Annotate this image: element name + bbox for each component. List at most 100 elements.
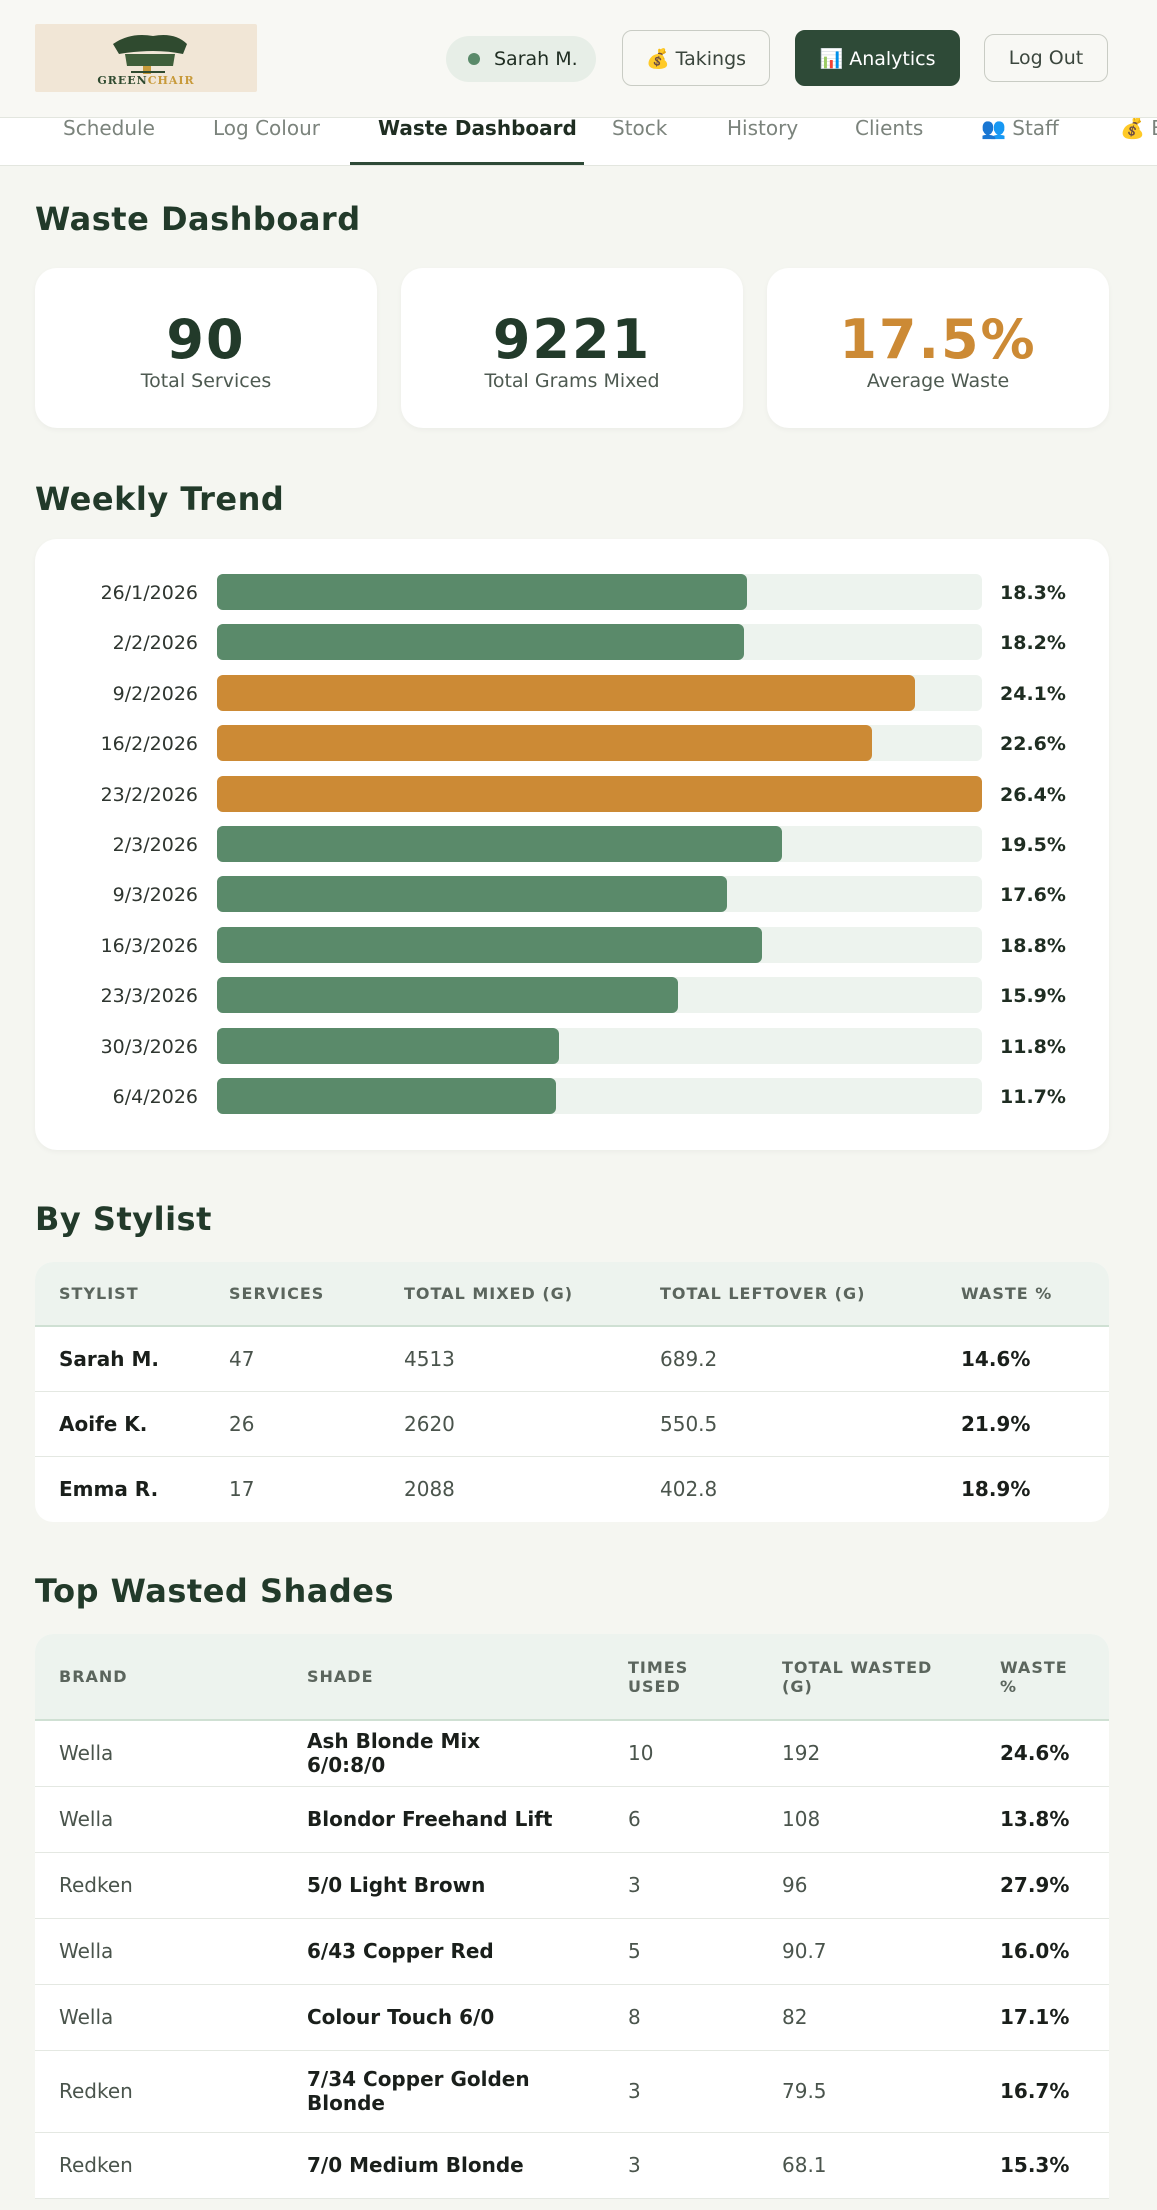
waste-percent: 16.0% — [976, 1918, 1109, 1985]
stylist-table: STYLIST SERVICES TOTAL MIXED (G) TOTAL L… — [35, 1262, 1109, 1522]
total-wasted: 192 — [758, 1720, 976, 1787]
trend-value-label: 18.8% — [1000, 934, 1066, 957]
shades-table-body: Wella Ash Blonde Mix 6/0:8/0 10 192 24.6% Wel… — [35, 1720, 1109, 2199]
column-header[interactable]: TOTAL LEFTOVER (G) — [636, 1262, 937, 1327]
times-used: 8 — [604, 1984, 758, 2051]
trend-bar — [217, 574, 748, 610]
trend-value-label: 18.3% — [1000, 582, 1066, 604]
trend-bar-track — [217, 624, 982, 661]
waste-percent: 21.9% — [937, 1391, 1109, 1457]
column-header[interactable]: BRAND — [35, 1634, 283, 1721]
table-row[interactable]: Redken 7/0 Medium Blonde 3 68.1 15.3% — [35, 2132, 1109, 2199]
total-wasted: 108 — [758, 1786, 976, 1853]
user-name: Sarah M. — [494, 48, 578, 70]
brand: Redken — [35, 1852, 283, 1919]
total-wasted: 79.5 — [758, 2050, 976, 2133]
trend-bar-track — [217, 775, 982, 812]
column-header[interactable]: TIMES USED — [604, 1634, 758, 1721]
takings-button[interactable]: 💰 Takings — [622, 30, 770, 86]
brand: Redken — [35, 2132, 283, 2199]
user-badge: Sarah M. — [446, 36, 596, 82]
trend-row: 2/2/2026 18.2% — [35, 624, 1109, 661]
table-row[interactable]: Redken 7/34 Copper Golden Blonde 3 79.5 16.7… — [35, 2050, 1109, 2133]
table-row[interactable]: Emma R. 17 2088 402.8 18.9% — [35, 1456, 1109, 1522]
trend-value-label: 19.5% — [1000, 834, 1066, 856]
table-row[interactable]: Wella Colour Touch 6/0 8 82 17.1% — [35, 1984, 1109, 2051]
stat-label: Total Grams Mixed — [484, 370, 660, 392]
trend-bar — [217, 977, 678, 1014]
shade-name: 7/34 Copper Golden Blonde — [283, 2050, 604, 2133]
by-stylist-title: By Stylist — [35, 1200, 212, 1238]
trend-bar-track — [217, 1078, 982, 1114]
table-row[interactable]: Wella Blondor Freehand Lift 6 108 13.8% — [35, 1786, 1109, 1853]
trend-row: 30/3/2026 11.8% — [35, 1027, 1109, 1064]
trend-date-label: 16/2/2026 — [100, 733, 198, 756]
trend-bar — [217, 725, 872, 762]
waste-percent: 16.7% — [976, 2050, 1109, 2133]
times-used: 5 — [604, 1918, 758, 1985]
trend-bar-track — [217, 876, 982, 913]
shade-name: 7/0 Medium Blonde — [283, 2132, 604, 2199]
trend-bar — [217, 674, 916, 711]
times-used: 3 — [604, 2050, 758, 2133]
waste-percent: 15.3% — [976, 2132, 1109, 2199]
times-used: 3 — [604, 2132, 758, 2199]
column-header[interactable]: SERVICES — [205, 1262, 380, 1327]
nav-tabs: Schedule Log Colour Waste Dashboard Stoc… — [0, 118, 1157, 166]
trend-row: 23/2/2026 26.4% — [35, 775, 1109, 812]
shade-name: 6/43 Copper Red — [283, 1918, 604, 1985]
table-row[interactable]: Redken 5/0 Light Brown 3 96 27.9% — [35, 1852, 1109, 1919]
table-row[interactable]: Aoife K. 26 2620 550.5 21.9% — [35, 1391, 1109, 1457]
stat-label: Average Waste — [866, 370, 1010, 392]
waste-percent: 13.8% — [976, 1786, 1109, 1853]
total-mixed: 4513 — [380, 1326, 636, 1392]
brand: Wella — [35, 1720, 283, 1787]
brand: Wella — [35, 1786, 283, 1853]
trend-row: 16/3/2026 18.8% — [35, 926, 1109, 963]
logout-button[interactable]: Log Out — [984, 34, 1108, 82]
column-header[interactable]: WASTE % — [937, 1262, 1109, 1327]
column-header[interactable]: TOTAL MIXED (G) — [380, 1262, 636, 1327]
stat-card-total-grams: 9221 Total Grams Mixed — [401, 268, 743, 428]
trend-value-label: 24.1% — [1000, 682, 1066, 705]
logo[interactable]: GREENCHAIR — [35, 24, 257, 92]
analytics-button[interactable]: 📊 Analytics — [795, 30, 960, 86]
services-count: 26 — [205, 1391, 380, 1457]
table-row[interactable]: Wella Ash Blonde Mix 6/0:8/0 10 192 24.6% — [35, 1720, 1109, 1787]
services-count: 17 — [229, 1477, 255, 1502]
total-wasted: 96 — [758, 1852, 976, 1919]
services-count: 47 — [205, 1326, 380, 1392]
total-mixed: 2088 — [404, 1477, 455, 1502]
chair-logo-icon — [113, 35, 187, 74]
times-used: 6 — [604, 1786, 758, 1853]
brand: Redken — [35, 2050, 283, 2133]
stat-value: 9221 — [492, 308, 652, 371]
waste-percent: 18.9% — [961, 1477, 1031, 1502]
trend-bar — [217, 926, 762, 963]
trend-bar-track — [217, 826, 982, 862]
column-header[interactable]: SHADE — [283, 1634, 604, 1721]
times-used: 3 — [604, 1852, 758, 1919]
trend-bar — [217, 826, 783, 862]
table-header-row: STYLIST SERVICES TOTAL MIXED (G) TOTAL L… — [35, 1262, 1109, 1327]
trend-value-label: 17.6% — [1000, 884, 1066, 907]
column-header[interactable]: TOTAL WASTED (G) — [758, 1634, 976, 1721]
shade-name: Blondor Freehand Lift — [283, 1786, 604, 1853]
trend-value-label: 26.4% — [1000, 783, 1066, 806]
column-header[interactable]: WASTE % — [976, 1634, 1109, 1721]
total-wasted: 68.1 — [758, 2132, 976, 2199]
stat-card-average-waste: 17.5% Average Waste — [767, 268, 1109, 428]
trend-date-label: 16/3/2026 — [100, 934, 198, 957]
stat-value: 17.5% — [839, 308, 1037, 371]
trend-bar — [217, 1027, 559, 1064]
stylist-name: Sarah M. — [35, 1326, 205, 1392]
table-row[interactable]: Sarah M. 47 4513 689.2 14.6% — [35, 1326, 1109, 1392]
top-bar: GREENCHAIR Sarah M. 💰 Takings 📊 Analytic… — [0, 0, 1157, 118]
trend-bar — [217, 624, 745, 661]
trend-row: 9/2/2026 24.1% — [35, 674, 1109, 711]
total-leftover: 402.8 — [660, 1477, 718, 1502]
trend-value-label: 11.7% — [1000, 1086, 1066, 1108]
column-header[interactable]: STYLIST — [35, 1262, 205, 1327]
table-header-row: BRAND SHADE TIMES USED TOTAL WASTED (G) … — [35, 1634, 1109, 1721]
table-row[interactable]: Wella 6/43 Copper Red 5 90.7 16.0% — [35, 1918, 1109, 1985]
